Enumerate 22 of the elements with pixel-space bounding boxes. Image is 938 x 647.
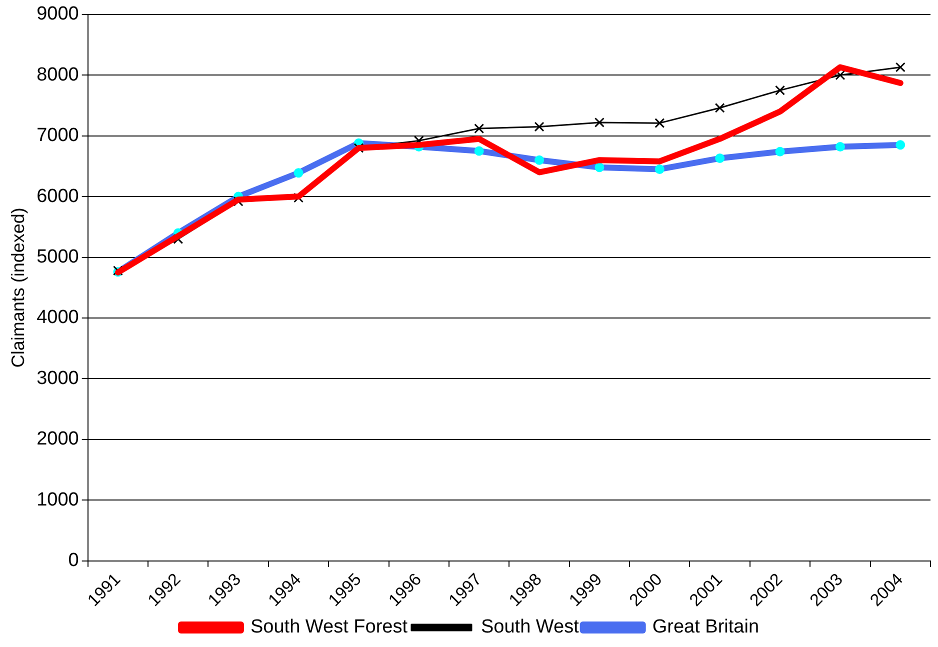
y-tick-label: 1000 xyxy=(36,489,79,510)
point xyxy=(775,85,786,96)
point xyxy=(714,102,725,113)
point xyxy=(654,118,665,128)
y-tick-label: 7000 xyxy=(36,125,79,146)
y-tick-label: 4000 xyxy=(36,307,79,328)
point xyxy=(895,62,906,72)
legend-label: South West xyxy=(480,616,580,638)
y-tick-label: 8000 xyxy=(36,64,79,86)
legend-label: South West Forest xyxy=(250,616,408,638)
legend-label: Great Britain xyxy=(652,616,760,638)
y-tick-label: 3000 xyxy=(36,368,79,389)
point xyxy=(594,117,604,128)
point xyxy=(835,70,846,80)
point xyxy=(474,124,484,134)
point xyxy=(534,122,544,132)
y-tick-label: 0 xyxy=(68,550,79,572)
y-tick-label: 9000 xyxy=(36,4,79,25)
y-axis-title: Claimants (indexed) xyxy=(8,208,28,368)
y-tick-label: 5000 xyxy=(36,246,79,268)
y-tick-label: 6000 xyxy=(36,186,79,207)
y-tick-label: 2000 xyxy=(36,428,79,450)
